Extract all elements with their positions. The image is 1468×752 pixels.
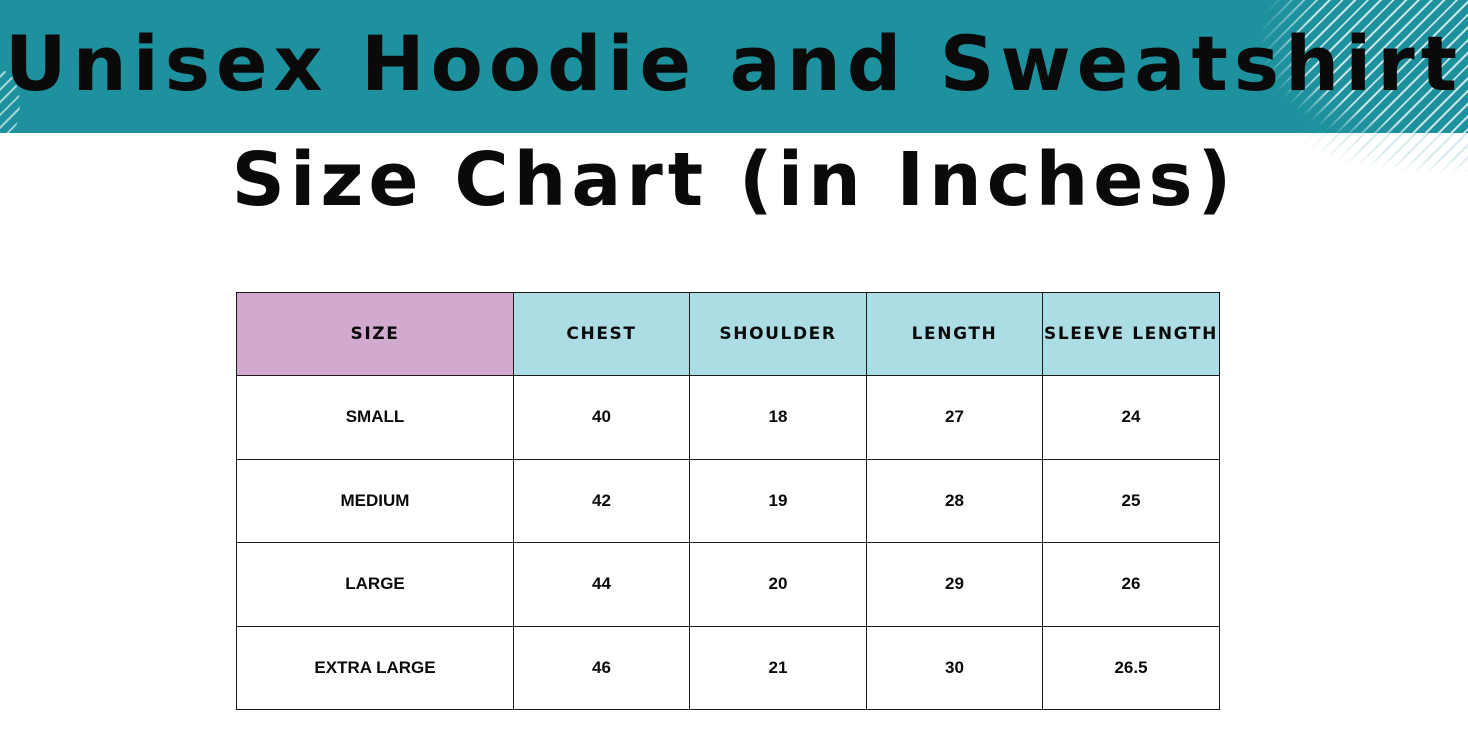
sleeve-length-cell: 26 xyxy=(1042,542,1220,627)
size-cell: LARGE xyxy=(236,542,514,627)
chest-cell: 42 xyxy=(513,458,690,543)
chest-cell: 40 xyxy=(513,375,690,460)
column-header-sleeve-length: SLEEVE LENGTH xyxy=(1042,292,1220,376)
sleeve-length-cell: 26.5 xyxy=(1042,625,1220,710)
chest-cell: 46 xyxy=(513,625,690,710)
column-header-chest: CHEST xyxy=(513,292,690,376)
page-title: Unisex Hoodie and Sweatshirt xyxy=(4,19,1464,108)
length-cell: 30 xyxy=(866,625,1043,710)
hatch-decoration-lower xyxy=(1300,133,1468,173)
page-subtitle: Size Chart (in Inches) xyxy=(231,137,1237,223)
column-header-size: SIZE xyxy=(236,292,514,376)
shoulder-cell: 21 xyxy=(689,625,867,710)
size-chart-table: SIZE CHEST SHOULDER LENGTH SLEEVE LENGTH… xyxy=(236,292,1220,710)
length-cell: 29 xyxy=(866,542,1043,627)
chest-cell: 44 xyxy=(513,542,690,627)
table-row: LARGE 44 20 29 26 xyxy=(236,542,1220,627)
column-header-length: LENGTH xyxy=(866,292,1043,376)
column-header-shoulder: SHOULDER xyxy=(689,292,867,376)
sleeve-length-cell: 24 xyxy=(1042,375,1220,460)
hatch-decoration-left xyxy=(0,70,20,133)
length-cell: 27 xyxy=(866,375,1043,460)
hatch-decoration xyxy=(1262,0,1468,133)
table-header-row: SIZE CHEST SHOULDER LENGTH SLEEVE LENGTH xyxy=(236,292,1220,376)
size-cell: SMALL xyxy=(236,375,514,460)
title-banner xyxy=(0,0,1468,133)
table-row: SMALL 40 18 27 24 xyxy=(236,375,1220,460)
shoulder-cell: 19 xyxy=(689,458,867,543)
shoulder-cell: 18 xyxy=(689,375,867,460)
size-cell: EXTRA LARGE xyxy=(236,625,514,710)
table-row: MEDIUM 42 19 28 25 xyxy=(236,458,1220,543)
shoulder-cell: 20 xyxy=(689,542,867,627)
length-cell: 28 xyxy=(866,458,1043,543)
table-row: EXTRA LARGE 46 21 30 26.5 xyxy=(236,625,1220,710)
size-cell: MEDIUM xyxy=(236,458,514,543)
sleeve-length-cell: 25 xyxy=(1042,458,1220,543)
